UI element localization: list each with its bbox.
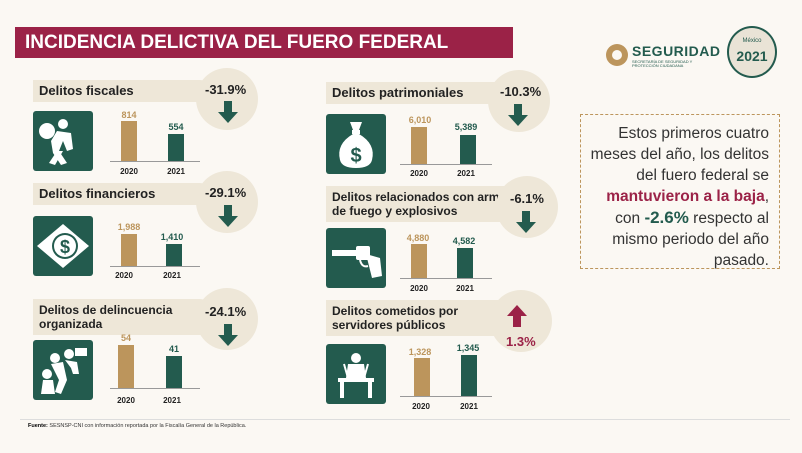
mexico-2021-logo: México 2021 [727,26,777,78]
bar-2020 [411,244,427,278]
bar-2021 [166,356,182,388]
change-value: -24.1% [205,304,247,319]
change-value: 1.3% [506,334,536,349]
baseline [400,278,492,279]
revolver-icon [326,228,386,288]
bar-2020 [121,234,137,266]
note-text-3: respecto al mismo periodo del año pasado… [612,210,769,269]
money-bag-icon: $ [326,114,386,174]
change-value: -29.1% [205,185,247,200]
seal-icon [606,44,628,66]
svg-text:$: $ [60,237,70,257]
bar-2021 [166,244,182,266]
value-2021: 1,410 [160,232,184,242]
logo-country: México [742,38,762,44]
card-title: Delitos fiscales [33,80,211,102]
baseline [110,161,200,162]
brand-subtitle: SECRETARÍA DE SEGURIDAD Y PROTECCIÓN CIU… [632,59,693,68]
baseline [110,388,200,389]
card-title: Delitos cometidos por servidores público… [326,300,516,336]
year-label-2020: 2020 [115,271,133,280]
page-title: INCIDENCIA DELICTIVA DEL FUERO FEDERAL [15,27,513,58]
value-2020: 1,988 [117,222,141,232]
year-label-2020: 2020 [412,402,430,411]
change-value: -6.1% [510,191,544,206]
source-label: Fuente: [28,423,48,429]
bar-2020 [411,127,427,164]
year-label-2020: 2020 [410,169,428,178]
card-title: Delitos de delincuencia organizada [33,299,211,335]
bar-2021 [168,134,184,161]
note-highlight-percent: -2.6% [644,208,689,227]
year-label-2021: 2021 [460,402,478,411]
value-2020: 814 [121,110,137,120]
value-2020: 1,328 [408,347,432,357]
change-value: -31.9% [205,82,247,97]
value-2021: 5,389 [454,122,478,132]
footer-divider [20,419,790,420]
dollar-bill-icon: $ [33,216,93,276]
value-2021: 1,345 [456,343,480,353]
organized-crime-group-icon [33,340,93,400]
baseline [110,266,200,267]
year-label-2021: 2021 [163,396,181,405]
note-text-2: , con [615,188,769,227]
note-text-1: Estos primeros cuatro meses del año, los… [590,125,769,184]
source-text: SESNSP-CNI con información reportada por… [47,423,247,429]
year-label-2021: 2021 [163,271,181,280]
bar-2020 [414,358,430,396]
year-label-2020: 2020 [410,284,428,293]
year-label-2020: 2020 [120,167,138,176]
public-servant-desk-icon [326,344,386,404]
note-highlight-trend: mantuvieron a la baja [606,188,765,205]
bar-2021 [457,248,473,278]
summary-note: Estos primeros cuatro meses del año, los… [580,114,780,269]
card-title: Delitos financieros [33,183,211,205]
change-circle [490,290,552,352]
svg-text:$: $ [350,145,361,167]
value-2021: 554 [168,122,184,132]
value-2020: 54 [120,333,131,343]
card-title: Delitos patrimoniales [326,82,516,104]
card-title: Delitos relacionados con armas de fuego … [326,186,516,222]
baseline [400,396,492,397]
year-label-2021: 2021 [456,284,474,293]
year-label-2021: 2021 [167,167,185,176]
value-2020: 4,880 [406,233,430,243]
value-2021: 41 [168,344,179,354]
value-2020: 6,010 [408,115,432,125]
logo-year: 2021 [736,48,768,64]
brand-name: SEGURIDAD [632,43,721,59]
source-note: Fuente: SESNSP-CNI con información repor… [28,423,246,429]
bar-2021 [460,135,476,164]
value-2021: 4,582 [452,236,476,246]
bar-2020 [118,345,134,388]
change-value: -10.3% [500,84,542,99]
seguridad-brand: SEGURIDAD SECRETARÍA DE SEGURIDAD Y PROT… [606,43,721,70]
thief-with-money-bag-icon [33,111,93,171]
year-label-2020: 2020 [117,396,135,405]
bar-2021 [461,355,477,396]
baseline [400,164,492,165]
year-label-2021: 2021 [457,169,475,178]
bar-2020 [121,121,137,161]
